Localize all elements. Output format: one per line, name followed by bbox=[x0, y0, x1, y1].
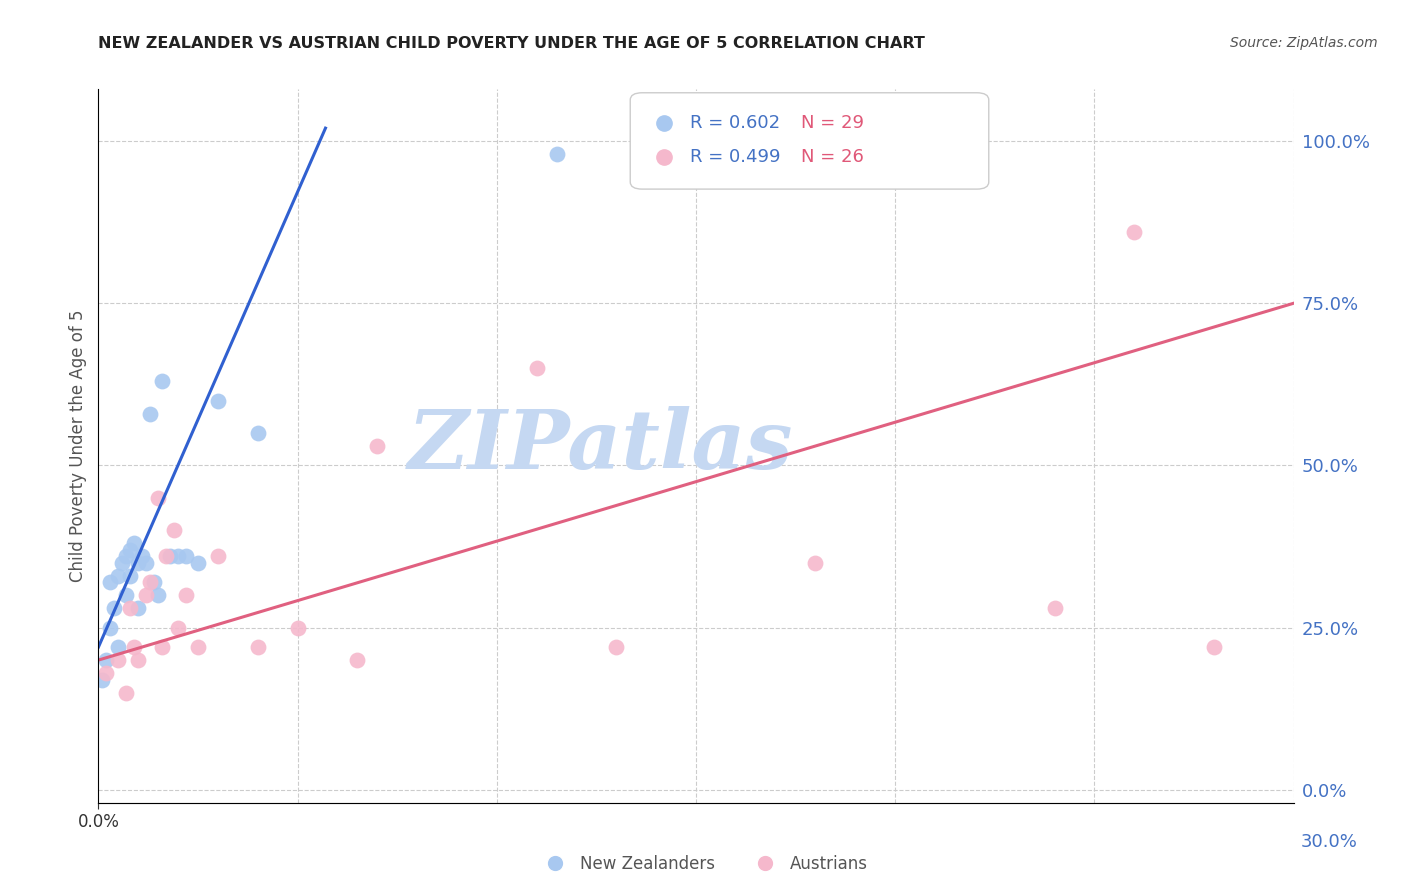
Point bbox=[120, 601, 142, 615]
Point bbox=[127, 601, 149, 615]
Point bbox=[526, 361, 548, 376]
Point bbox=[103, 601, 125, 615]
Point bbox=[100, 575, 122, 590]
Text: R = 0.602: R = 0.602 bbox=[690, 114, 780, 132]
Point bbox=[187, 556, 209, 570]
Point bbox=[605, 640, 627, 654]
Point bbox=[124, 536, 146, 550]
Point bbox=[159, 549, 181, 564]
Point bbox=[346, 653, 368, 667]
Text: N = 29: N = 29 bbox=[801, 114, 865, 132]
Point bbox=[107, 653, 129, 667]
Legend: New Zealanders, Austrians: New Zealanders, Austrians bbox=[531, 848, 875, 880]
Point bbox=[148, 491, 170, 505]
Point bbox=[120, 542, 142, 557]
Point bbox=[174, 588, 197, 602]
Text: Source: ZipAtlas.com: Source: ZipAtlas.com bbox=[1230, 36, 1378, 50]
Point bbox=[139, 407, 162, 421]
Point bbox=[924, 134, 946, 148]
Point bbox=[115, 588, 138, 602]
Point bbox=[115, 549, 138, 564]
Point bbox=[1202, 640, 1225, 654]
Point bbox=[366, 439, 388, 453]
Point bbox=[91, 673, 114, 687]
Text: R = 0.499: R = 0.499 bbox=[690, 148, 780, 166]
Point bbox=[546, 147, 568, 161]
Text: 30.0%: 30.0% bbox=[1301, 833, 1357, 851]
FancyBboxPatch shape bbox=[630, 93, 988, 189]
Point bbox=[143, 575, 166, 590]
Point bbox=[246, 425, 269, 440]
Y-axis label: Child Poverty Under the Age of 5: Child Poverty Under the Age of 5 bbox=[69, 310, 87, 582]
Point bbox=[107, 640, 129, 654]
Text: ZIPatlas: ZIPatlas bbox=[408, 406, 793, 486]
Point bbox=[246, 640, 269, 654]
Point bbox=[155, 549, 177, 564]
Point bbox=[124, 640, 146, 654]
Point bbox=[207, 549, 229, 564]
Point bbox=[120, 568, 142, 582]
Point bbox=[150, 640, 173, 654]
Point bbox=[115, 685, 138, 699]
Point bbox=[139, 575, 162, 590]
Point bbox=[150, 374, 173, 388]
Point bbox=[127, 653, 149, 667]
Point bbox=[135, 588, 157, 602]
Point bbox=[1043, 601, 1066, 615]
Point bbox=[135, 556, 157, 570]
Point bbox=[127, 556, 149, 570]
Point bbox=[804, 556, 827, 570]
Point bbox=[131, 549, 153, 564]
Point bbox=[207, 393, 229, 408]
Text: NEW ZEALANDER VS AUSTRIAN CHILD POVERTY UNDER THE AGE OF 5 CORRELATION CHART: NEW ZEALANDER VS AUSTRIAN CHILD POVERTY … bbox=[98, 36, 925, 51]
Point bbox=[111, 556, 134, 570]
Point bbox=[287, 621, 309, 635]
Point bbox=[96, 653, 118, 667]
Point bbox=[167, 549, 190, 564]
Point bbox=[167, 621, 190, 635]
Point bbox=[174, 549, 197, 564]
Point bbox=[1123, 225, 1146, 239]
Point bbox=[187, 640, 209, 654]
Point bbox=[107, 568, 129, 582]
Point bbox=[163, 524, 186, 538]
Text: N = 26: N = 26 bbox=[801, 148, 865, 166]
Point bbox=[96, 666, 118, 681]
Point bbox=[148, 588, 170, 602]
Point bbox=[100, 621, 122, 635]
